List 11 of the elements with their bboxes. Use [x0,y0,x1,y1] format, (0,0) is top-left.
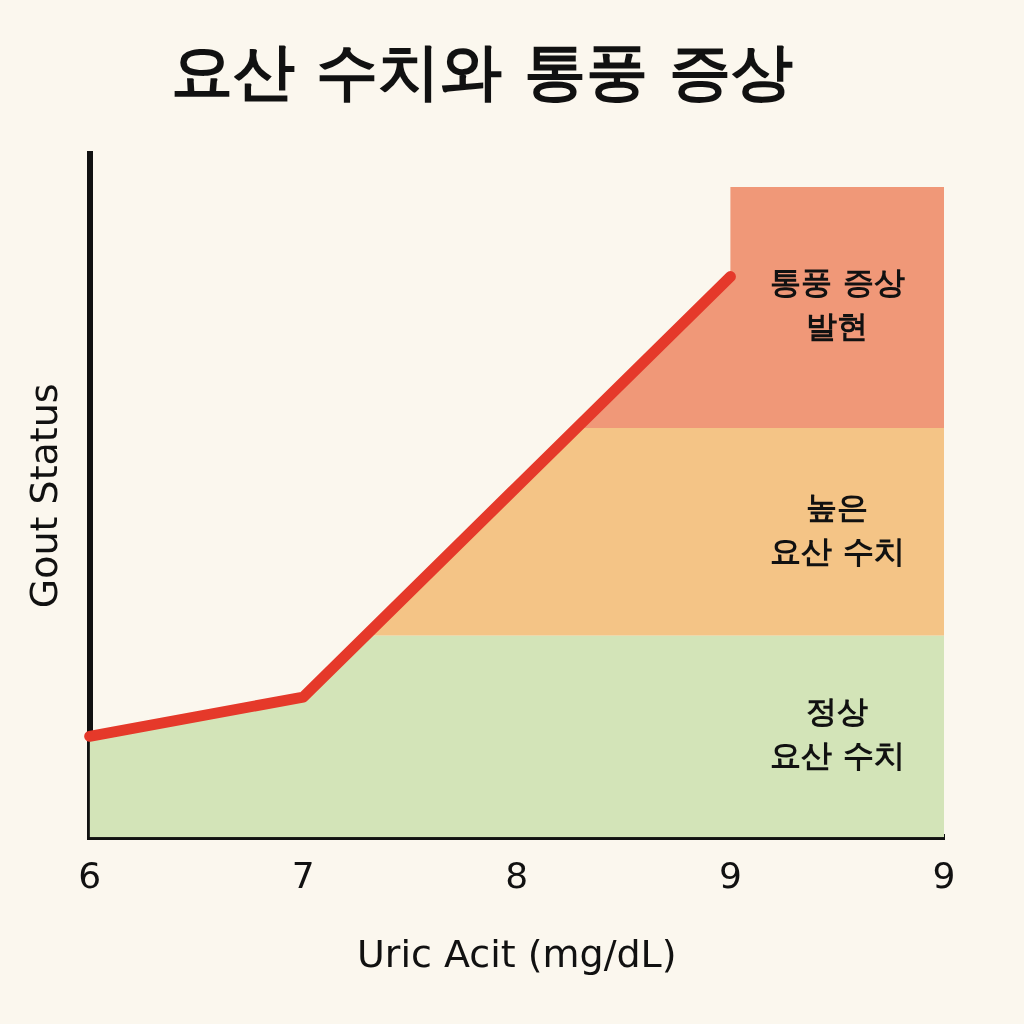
x-tick-label: 9 [718,855,742,897]
x-tick-label: 8 [505,855,529,897]
x-axis-title: Uric Acit (mg/dL) [357,932,677,977]
x-tick-label: 9 [932,855,956,897]
y-axis-title: Gout Status [21,383,66,609]
chart-title: 요산 수치와 통풍 증상 [170,35,794,109]
band-label: 통풍 증상 발현 [769,264,905,345]
band-label: 높은 요산 수치 [769,488,905,569]
x-tick-label: 6 [78,855,102,897]
band-label: 정상 요산 수치 [769,693,905,774]
x-tick-label: 7 [291,855,315,897]
